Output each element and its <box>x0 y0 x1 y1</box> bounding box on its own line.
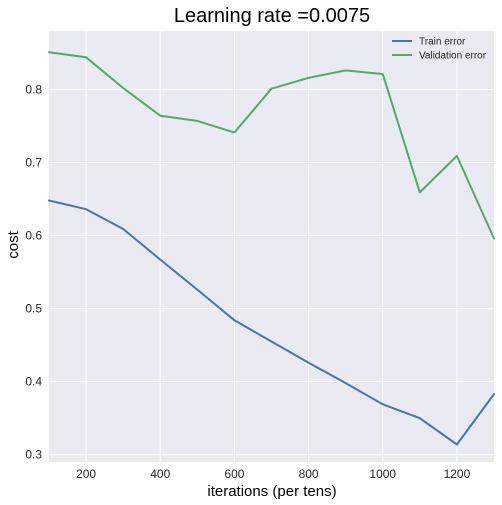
chart-title: Learning rate =0.0075 <box>174 5 370 27</box>
y-tick-label: 0.8 <box>25 82 42 96</box>
x-axis-label: iterations (per tens) <box>207 483 336 500</box>
legend-label: Train error <box>419 37 466 48</box>
x-tick-label: 800 <box>299 467 319 481</box>
legend: Train error Validation error <box>392 37 487 62</box>
y-axis-label: cost <box>5 230 22 258</box>
x-tick-label: 400 <box>150 467 170 481</box>
y-tick-label: 0.6 <box>25 229 42 243</box>
y-tick-label: 0.7 <box>25 155 42 169</box>
gridlines <box>49 31 494 462</box>
y-tick-label: 0.4 <box>25 375 42 389</box>
y-tick-label: 0.3 <box>25 448 42 462</box>
tick-labels: 200 400 600 800 1000 1200 0.3 0.4 0.5 0.6 0.7 0.8 <box>25 82 470 481</box>
x-tick-label: 1200 <box>444 467 471 481</box>
legend-label: Validation error <box>419 51 487 62</box>
x-tick-label: 200 <box>76 467 96 481</box>
series-line-2 <box>48 51 495 240</box>
y-tick-label: 0.5 <box>25 302 42 316</box>
series-lines <box>48 51 495 446</box>
plot-area <box>49 31 494 462</box>
x-tick-label: 600 <box>224 467 244 481</box>
x-tick-label: 1000 <box>369 467 396 481</box>
series-line-1 <box>48 199 495 446</box>
